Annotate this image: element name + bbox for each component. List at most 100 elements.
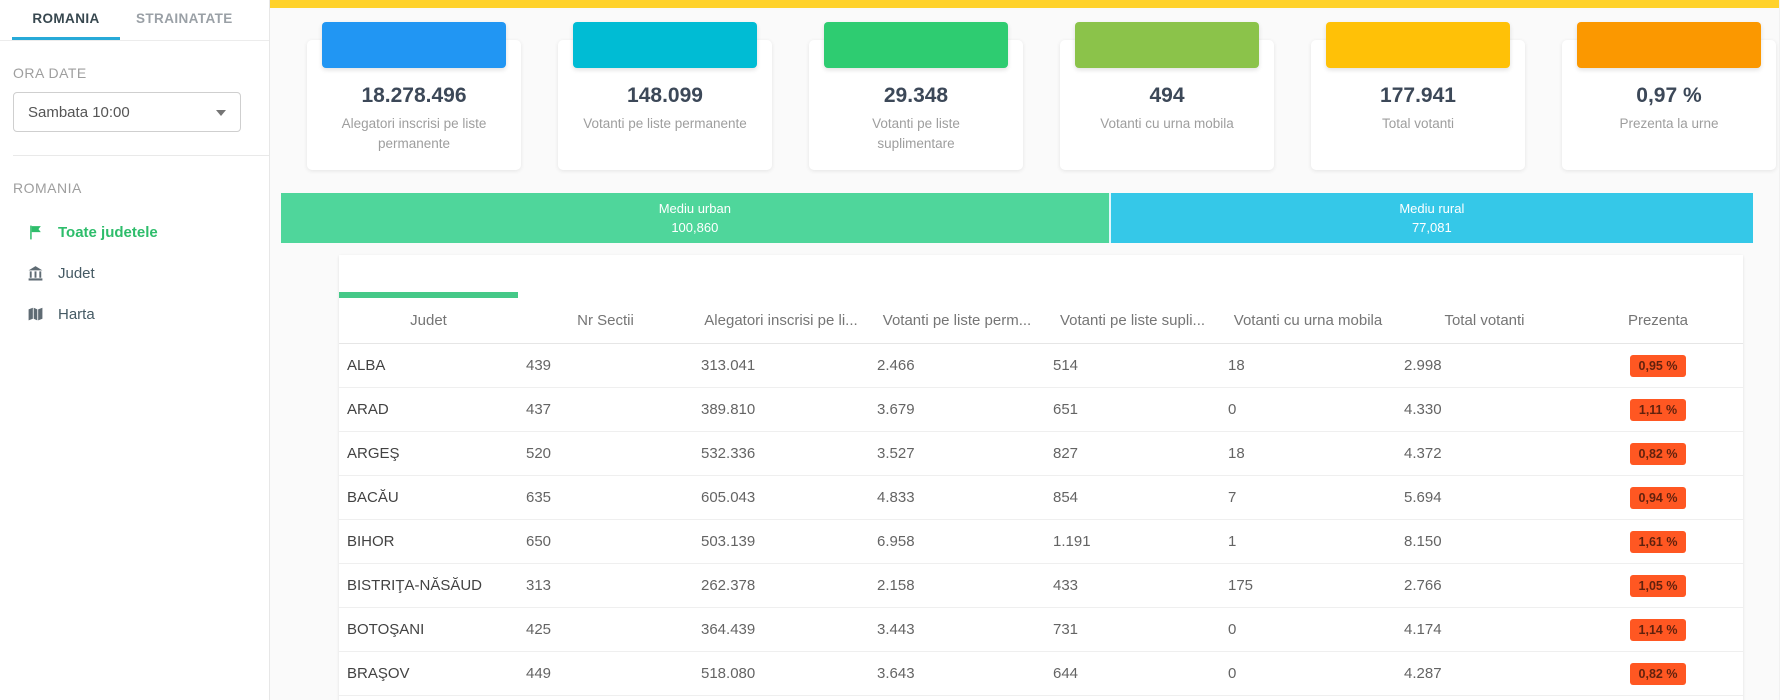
stat-card-color-block	[1075, 22, 1259, 68]
sidebar-item-judet[interactable]: Judet	[0, 253, 269, 294]
column-header-4[interactable]: Votanti pe liste perm...	[882, 312, 1032, 329]
stat-card-color-block	[573, 22, 757, 68]
column-header-2[interactable]: Nr Sectii	[577, 312, 634, 329]
table-cell: 520	[526, 445, 552, 462]
table-cell: 0	[1228, 665, 1237, 682]
table-cell: 605.043	[701, 489, 756, 506]
stat-card-label: Votanti pe liste suplimentare	[872, 116, 960, 151]
scrollbar-track[interactable]	[1779, 0, 1789, 700]
table-cell: 3.643	[877, 665, 915, 682]
stat-card: 29.348 Votanti pe liste suplimentare	[809, 22, 1023, 170]
stat-card-label: Prezenta la urne	[1619, 116, 1719, 131]
cell-prezenta: 1,61 %	[1573, 530, 1743, 553]
stat-card-label: Alegatori inscrisi pe liste permanente	[341, 116, 487, 151]
table-cell: 2.158	[877, 577, 915, 594]
cell-judet: ARAD	[347, 401, 389, 418]
column-header-8[interactable]: Prezenta	[1627, 312, 1689, 329]
table-cell: 4.372	[1404, 445, 1442, 462]
stat-card: 18.278.496 Alegatori inscrisi pe liste p…	[307, 22, 521, 170]
stat-card: 494 Votanti cu urna mobila	[1060, 22, 1274, 170]
romania-section-label: ROMANIA	[13, 180, 82, 196]
table-cell: 4.287	[1404, 665, 1442, 682]
sidebar-item-harta[interactable]: Harta	[0, 294, 269, 335]
bar-segment-label: Mediu urban	[658, 200, 731, 216]
top-accent-strip	[270, 0, 1780, 8]
main-content: 18.278.496 Alegatori inscrisi pe liste p…	[270, 0, 1789, 700]
table-cell: 313.041	[701, 357, 756, 374]
column-header-6[interactable]: Votanti cu urna mobila	[1233, 312, 1383, 329]
stat-card-color-block	[1577, 22, 1761, 68]
column-header-3[interactable]: Alegatori inscrisi pe li...	[704, 312, 858, 329]
cell-judet: ARGEŞ	[347, 445, 400, 462]
table-cell: 2.766	[1404, 577, 1442, 594]
cell-judet: ALBA	[347, 357, 386, 374]
table-row[interactable]: ARGEŞ 520 532.336 3.527 827 18 4.372 0,82 %	[339, 432, 1743, 476]
table-cell: 18	[1228, 445, 1245, 462]
bar-segment-rural: Mediu rural 77,081	[1108, 193, 1753, 243]
table-row[interactable]: ARAD 437 389.810 3.679 651 0 4.330 1,11 %	[339, 388, 1743, 432]
sidebar: ROMANIA STRAINATATE ORA DATE Sambata 10:…	[0, 0, 270, 700]
table-cell: 827	[1053, 445, 1079, 462]
table-cell: 389.810	[701, 401, 756, 418]
table-cell: 175	[1228, 577, 1254, 594]
stat-card-value: 29.348	[883, 84, 949, 107]
table-cell: 503.139	[701, 533, 756, 550]
flag-icon	[30, 225, 41, 240]
prezenta-badge: 1,11 %	[1629, 398, 1687, 421]
cell-judet: BOTOŞANI	[347, 621, 425, 638]
cell-prezenta: 0,94 %	[1573, 486, 1743, 509]
sidebar-item-toate-judetele[interactable]: Toate judetele	[0, 212, 269, 253]
table-cell: 3.443	[877, 621, 915, 638]
sidebar-menu: Toate judetele Judet Harta	[0, 212, 269, 335]
table-cell: 514	[1053, 357, 1079, 374]
bar-segment-urban: Mediu urban 100,860	[281, 193, 1109, 243]
prezenta-badge: 1,61 %	[1629, 530, 1687, 553]
table-cell: 437	[526, 401, 552, 418]
table-cell: 854	[1053, 489, 1079, 506]
table-cell: 425	[526, 621, 552, 638]
table-row[interactable]: BOTOŞANI 425 364.439 3.443 731 0 4.174 1,14 %	[339, 608, 1743, 652]
table-cell: 635	[526, 489, 552, 506]
ora-date-value: Sambata 10:00	[28, 103, 130, 121]
table-row[interactable]: ALBA 439 313.041 2.466 514 18 2.998 0,95 %	[339, 344, 1743, 388]
table-cell: 0	[1228, 621, 1237, 638]
prezenta-badge: 0,94 %	[1629, 486, 1687, 509]
column-header-7[interactable]: Total votanti	[1444, 312, 1525, 329]
table-cell: 4.833	[877, 489, 915, 506]
sidebar-divider	[13, 155, 269, 156]
table-cell: 4.174	[1404, 621, 1442, 638]
stat-card-label: Votanti pe liste permanente	[583, 116, 747, 131]
prezenta-badge: 0,82 %	[1629, 442, 1687, 465]
cell-judet: BISTRIŢA-NĂSĂUD	[347, 577, 483, 594]
table-body: ALBA 439 313.041 2.466 514 18 2.998 0,95 % ARAD 4…	[339, 344, 1743, 696]
table-cell: 1.191	[1053, 533, 1091, 550]
stat-card-value: 177.941	[1380, 84, 1456, 107]
ora-date-dropdown[interactable]: Sambata 10:00	[13, 92, 241, 132]
tab-strainatate[interactable]: STRAINATATE	[136, 11, 233, 26]
prezenta-badge: 1,14 %	[1629, 618, 1687, 641]
chevron-down-icon	[216, 109, 226, 121]
table-cell: 18	[1228, 357, 1245, 374]
stat-card-label: Votanti cu urna mobila	[1100, 116, 1234, 131]
table-row[interactable]: BISTRIŢA-NĂSĂUD 313 262.378 2.158 433 175 2.76…	[339, 564, 1743, 608]
table-cell: 3.527	[877, 445, 915, 462]
table-row[interactable]: BIHOR 650 503.139 6.958 1.191 1 8.150 1,61 %	[339, 520, 1743, 564]
table-cell: 7	[1228, 489, 1237, 506]
table-cell: 313	[526, 577, 552, 594]
stat-card: 0,97 % Prezenta la urne	[1562, 22, 1776, 170]
column-header-5[interactable]: Votanti pe liste supli...	[1059, 312, 1206, 329]
map-icon	[28, 307, 43, 321]
table-cell: 439	[526, 357, 552, 374]
table-row[interactable]: BRAŞOV 449 518.080 3.643 644 0 4.287 0,82 %	[339, 652, 1743, 696]
stat-card-color-block	[322, 22, 506, 68]
table-row[interactable]: BACĂU 635 605.043 4.833 854 7 5.694 0,94 %	[339, 476, 1743, 520]
column-header-1[interactable]: Judet	[410, 312, 447, 329]
tab-romania[interactable]: ROMANIA	[12, 0, 120, 40]
cell-judet: BRAŞOV	[347, 665, 410, 682]
sort-indicator	[339, 292, 518, 298]
building-icon	[28, 266, 43, 281]
urban-rural-bar: Mediu urban 100,860 Mediu rural 77,081	[281, 193, 1753, 243]
stat-card-value: 494	[1149, 84, 1185, 107]
stat-card-value: 18.278.496	[361, 84, 467, 107]
table-header-row: Judet Nr Sectii Alegatori inscrisi pe li..…	[339, 292, 1743, 344]
